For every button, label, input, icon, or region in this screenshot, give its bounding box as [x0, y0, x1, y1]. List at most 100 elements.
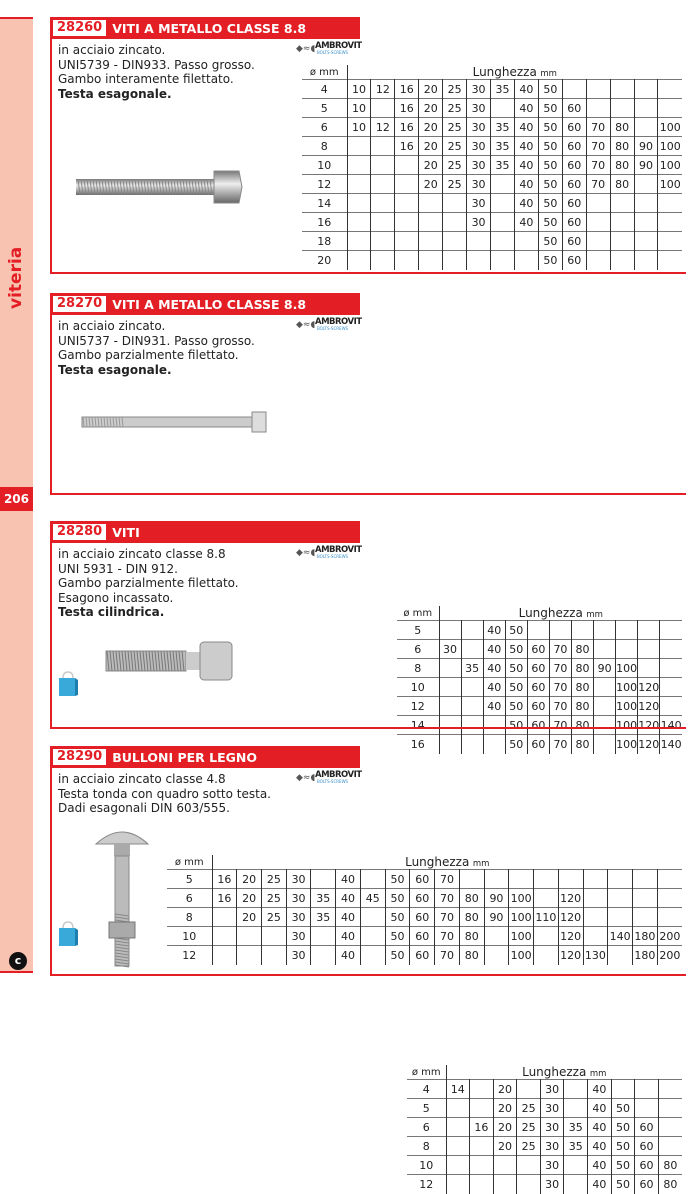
length-cell: 30 [466, 136, 492, 156]
length-cell: 60 [562, 212, 587, 232]
description-line: Gambo parzialmente filettato. [58, 576, 239, 590]
length-cell: 50 [538, 117, 563, 137]
length-cell: 35 [310, 888, 337, 908]
length-cell [466, 250, 492, 270]
table-row: 6 10 12 16 20 25 30 35 40 50 60 70 80 100 [302, 117, 682, 137]
length-cell: 70 [586, 117, 611, 137]
length-cell: 60 [409, 926, 436, 946]
length-cell [439, 734, 462, 754]
length-cell [461, 715, 484, 735]
product-section-28280: 28280 VITI in acciaio zincato classe 8.8 U… [50, 521, 686, 1194]
length-cell: 70 [586, 136, 611, 156]
length-cell [439, 715, 462, 735]
length-cell: 70 [549, 677, 572, 697]
size-table: ø mm Lunghezza mm 4 10 12 16 20 25 30 35 40 50 5 10 1… [302, 65, 682, 270]
section-header: 28260 VITI A METALLO CLASSE 8.8 [50, 17, 360, 39]
length-cell [490, 212, 515, 232]
length-cell: 70 [549, 658, 572, 678]
description-line: Esagono incassato. [58, 590, 174, 605]
length-cell [469, 1174, 494, 1194]
length-cell: 16 [469, 1117, 494, 1137]
length-cell [446, 1136, 471, 1156]
head-type: Testa esagonale. [58, 86, 172, 101]
length-cell: 25 [442, 155, 468, 175]
length-cell [347, 250, 372, 270]
length-cell [634, 250, 659, 270]
length-cell: 16 [212, 869, 238, 889]
length-cell: 80 [571, 639, 595, 659]
length-cell: 50 [385, 907, 411, 927]
length-cell [610, 212, 635, 232]
length-cell [310, 926, 337, 946]
description-line: in acciaio zincato. [58, 319, 166, 333]
length-cell: 20 [493, 1117, 518, 1137]
length-cell: 40 [483, 696, 506, 716]
length-cell: 40 [587, 1174, 612, 1194]
length-cell [310, 945, 337, 965]
length-cell: 70 [549, 734, 572, 754]
length-cell [611, 1079, 636, 1099]
length-cell [490, 231, 515, 251]
product-code: 28280 [53, 524, 107, 540]
length-cell [658, 1098, 682, 1118]
table-row: 10 40 50 60 70 80 100 120 [397, 677, 682, 697]
length-cell: 60 [527, 639, 550, 659]
table-row: 5 16 20 25 30 40 50 60 70 [167, 869, 682, 889]
length-cell [394, 155, 420, 175]
length-cell: 80 [610, 136, 635, 156]
length-header: Lunghezza mm [472, 65, 557, 79]
length-cell: 60 [562, 98, 587, 118]
diameter-cell: 14 [302, 193, 348, 213]
length-cell: 25 [516, 1117, 541, 1137]
diameter-cell: 5 [407, 1098, 447, 1118]
length-cell: 120 [558, 945, 584, 965]
page-number: 206 [0, 487, 33, 511]
length-cell: 30 [286, 888, 312, 908]
length-cell [563, 1098, 589, 1118]
length-cell: 50 [538, 250, 563, 270]
length-cell: 50 [385, 888, 411, 908]
length-cell [657, 98, 682, 118]
length-cell [394, 212, 420, 232]
length-cell: 30 [439, 639, 462, 659]
length-cell [634, 1079, 659, 1099]
length-cell: 40 [483, 639, 506, 659]
head-type: Testa esagonale. [58, 362, 172, 377]
diameter-cell: 5 [302, 98, 348, 118]
diameter-cell: 8 [407, 1136, 447, 1156]
length-cell: 100 [508, 945, 535, 965]
length-cell [516, 1079, 541, 1099]
length-cell: 25 [261, 888, 287, 908]
length-cell: 20 [418, 136, 444, 156]
length-cell: 90 [634, 155, 659, 175]
product-description: in acciaio zincato. UNI5737 - DIN931. Pas… [58, 319, 255, 377]
diameter-cell: 6 [302, 117, 348, 137]
product-code: 28290 [53, 749, 107, 765]
length-cell: 200 [657, 926, 682, 946]
length-cell [610, 79, 635, 99]
length-cell: 30 [466, 174, 492, 194]
length-cell: 25 [516, 1098, 541, 1118]
table-row: 10 30 40 50 60 80 [407, 1155, 682, 1175]
diameter-cell: 10 [167, 926, 213, 946]
package-bag-icon [59, 671, 78, 696]
length-cell: 60 [409, 888, 436, 908]
length-cell: 80 [610, 155, 635, 175]
length-cell: 60 [562, 117, 587, 137]
length-cell [310, 869, 337, 889]
length-cell: 140 [659, 734, 682, 754]
length-cell: 80 [571, 677, 595, 697]
partial-thread-bolt-image [81, 411, 267, 433]
section-header: 28290 BULLONI PER LEGNO [50, 746, 360, 768]
table-row: 6 16 20 25 30 35 40 50 60 [407, 1117, 682, 1137]
length-cell [394, 174, 420, 194]
length-cell: 100 [657, 136, 682, 156]
length-cell: 16 [394, 98, 420, 118]
length-cell: 50 [611, 1174, 636, 1194]
table-row: 20 50 60 [302, 250, 682, 270]
diameter-header: ø mm [302, 65, 348, 80]
length-cell: 25 [442, 98, 468, 118]
length-cell [634, 174, 659, 194]
table-row: 5 20 25 30 40 50 [407, 1098, 682, 1118]
length-cell: 20 [418, 79, 444, 99]
